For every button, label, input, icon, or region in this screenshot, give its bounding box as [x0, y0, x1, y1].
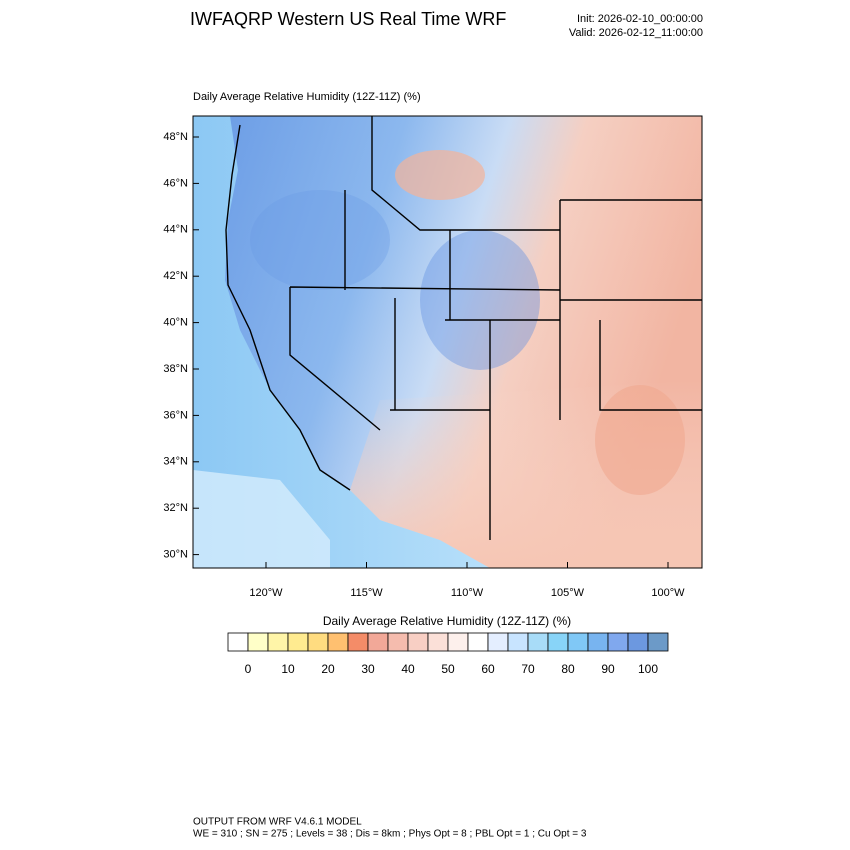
colorbar-label: 100: [638, 662, 658, 676]
lat-label: 38°N: [163, 363, 188, 375]
footer-line: WE = 310 ; SN = 275 ; Levels = 38 ; Dis …: [193, 829, 587, 840]
colorbar-box: [247, 632, 269, 652]
colorbar-label: 90: [601, 662, 615, 676]
lat-label: 42°N: [163, 270, 188, 282]
colorbar-box: [407, 632, 429, 652]
colorbar-box: [287, 632, 309, 652]
colorbar-label: 40: [401, 662, 415, 676]
colorbar-box: [447, 632, 469, 652]
lat-label: 40°N: [163, 317, 188, 329]
map-frame: [192, 115, 703, 569]
lat-label: 34°N: [163, 456, 188, 468]
colorbar-box: [227, 632, 249, 652]
colorbar-label: 20: [321, 662, 335, 676]
title: IWFAQRP Western US Real Time WRF: [190, 9, 506, 29]
colorbar-box: [367, 632, 389, 652]
colorbar-box: [487, 632, 509, 652]
colorbar-box: [427, 632, 449, 652]
colorbar-box: [467, 632, 489, 652]
colorbar: 0 10 20 30 40 50 60 70 80 90 100: [227, 632, 669, 676]
colorbar-box: [547, 632, 569, 652]
lon-label: 100°W: [651, 587, 685, 599]
colorbar-label: 50: [441, 662, 455, 676]
colorbar-box: [527, 632, 549, 652]
colorbar-box: [607, 632, 629, 652]
init-time: Init: 2026-02-10_00:00:00: [577, 13, 703, 25]
colorbar-label: 0: [245, 662, 252, 676]
colorbar-label: 10: [281, 662, 295, 676]
lat-label: 36°N: [163, 409, 188, 421]
lat-label: 46°N: [163, 177, 188, 189]
colorbar-box: [647, 632, 669, 652]
lat-label: 30°N: [163, 549, 188, 561]
colorbar-label: 30: [361, 662, 375, 676]
map-axes: 48°N 46°N 44°N 42°N 40°N 38°N 36°N 34°N 32°N 30°N…: [163, 131, 685, 599]
colorbar-box: [387, 632, 409, 652]
valid-time: Valid: 2026-02-12_11:00:00: [569, 27, 703, 39]
footer-line: OUTPUT FROM WRF V4.6.1 MODEL: [193, 817, 362, 828]
colorbar-label: 60: [481, 662, 495, 676]
lon-label: 115°W: [350, 587, 383, 599]
colorbar-box: [587, 632, 609, 652]
colorbar-box: [327, 632, 349, 652]
lat-label: 44°N: [163, 224, 188, 236]
lon-label: 110°W: [451, 587, 484, 599]
colorbar-label: 80: [561, 662, 575, 676]
map-field: [193, 116, 702, 568]
colorbar-box: [507, 632, 529, 652]
colorbar-box: [307, 632, 329, 652]
lon-label: 105°W: [551, 587, 585, 599]
lat-label: 48°N: [163, 131, 188, 143]
map-title: Daily Average Relative Humidity (12Z-11Z…: [193, 91, 421, 103]
colorbar-box: [627, 632, 649, 652]
lat-label: 32°N: [163, 502, 188, 514]
colorbar-title: Daily Average Relative Humidity (12Z-11Z…: [323, 614, 571, 628]
colorbar-box: [567, 632, 589, 652]
colorbar-box: [347, 632, 369, 652]
lon-label: 120°W: [249, 587, 283, 599]
colorbar-label: 70: [521, 662, 535, 676]
colorbar-box: [267, 632, 289, 652]
